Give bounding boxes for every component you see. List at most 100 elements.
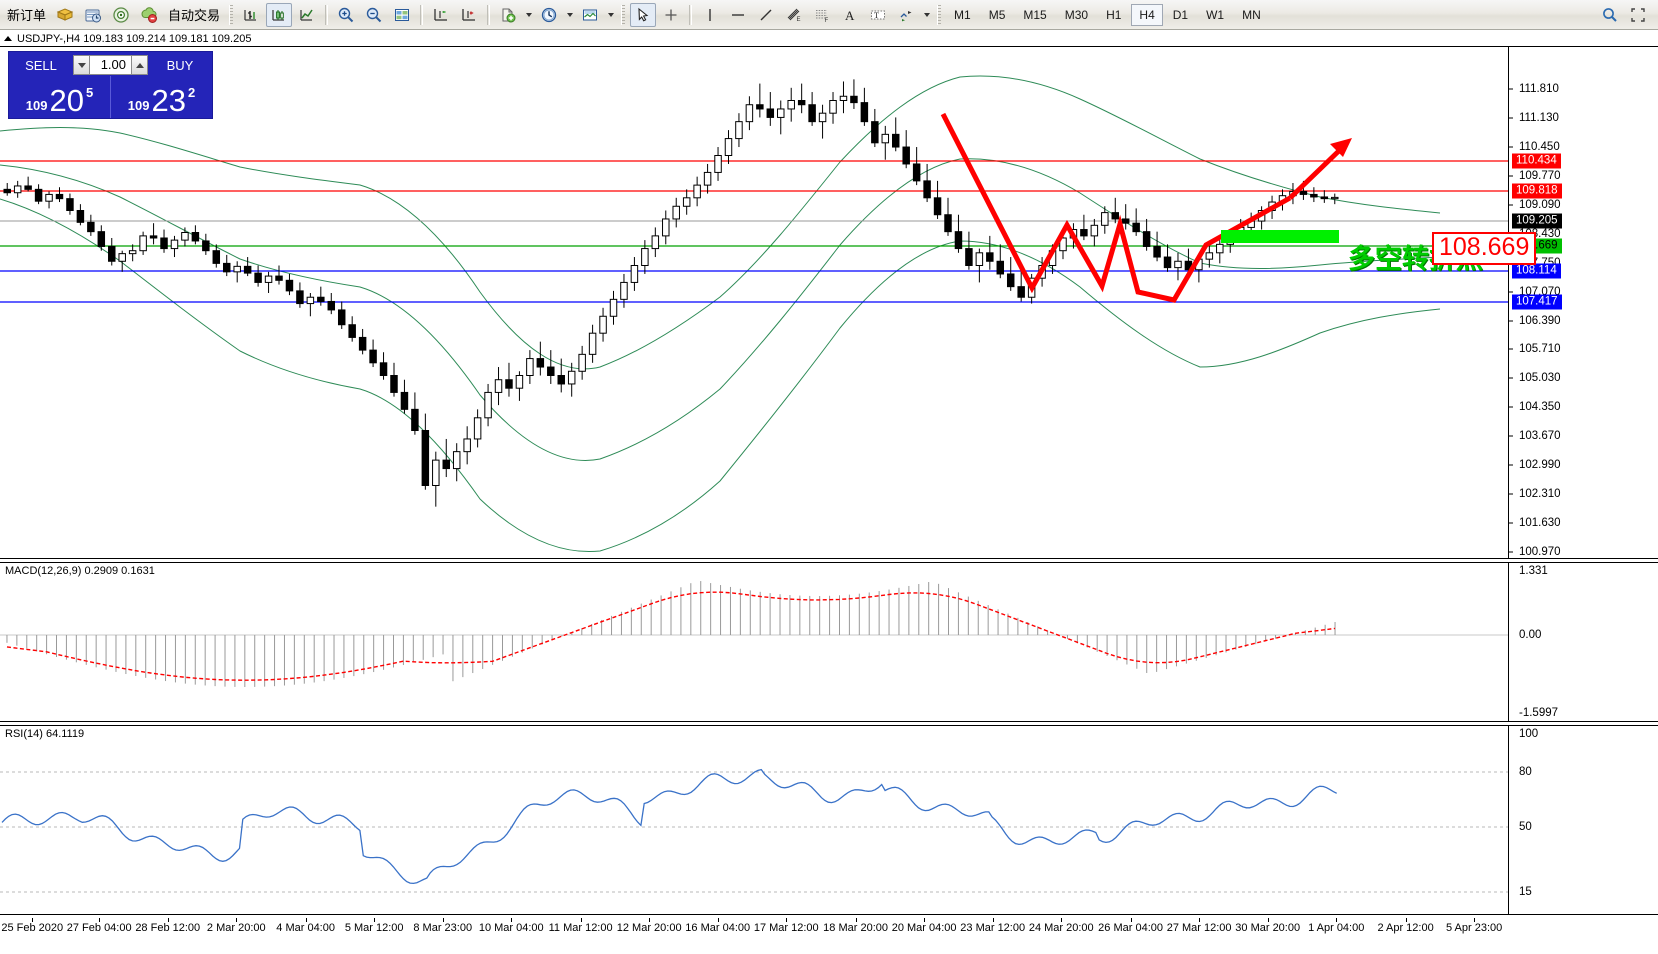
- time-axis-tick: [1405, 918, 1407, 922]
- candle-bullish: [1059, 237, 1067, 252]
- price-axis[interactable]: 111.810 111.130 110.450 109.770 109.090 108.4…: [1508, 47, 1658, 558]
- price-badge-resistance-1: 110.434: [1512, 153, 1561, 169]
- svg-text:F: F: [825, 18, 829, 24]
- toolbar-grip[interactable]: [229, 4, 234, 25]
- fibonacci-icon[interactable]: F: [809, 3, 835, 27]
- candle-bullish: [975, 252, 984, 267]
- candle-bearish: [547, 366, 555, 376]
- candle-bullish: [452, 451, 461, 470]
- volume-decrement-button[interactable]: [73, 55, 90, 75]
- time-axis-label: 5 Apr 23:00: [1445, 922, 1503, 934]
- trendline-icon[interactable]: [753, 3, 779, 27]
- candle-bearish: [505, 379, 513, 389]
- navigator-icon[interactable]: [108, 3, 134, 27]
- timeframe-m5[interactable]: M5: [988, 7, 1006, 22]
- sell-button-label[interactable]: SELL: [12, 55, 70, 76]
- templates-icon[interactable]: [577, 3, 603, 27]
- tile-windows-icon[interactable]: [389, 3, 415, 27]
- sell-price-major: 20: [49, 83, 84, 118]
- candle-bearish: [3, 188, 11, 194]
- fullscreen-icon[interactable]: [1625, 3, 1651, 27]
- crosshair-icon[interactable]: [658, 3, 684, 27]
- time-axis-tick: [511, 918, 513, 922]
- text-icon[interactable]: A: [837, 3, 863, 27]
- price-badge-current: 109.205: [1512, 213, 1562, 229]
- buy-button-label[interactable]: BUY: [151, 55, 209, 76]
- timeframe-m30[interactable]: M30: [1064, 7, 1089, 22]
- one-click-trading-panel[interactable]: SELL 1.00 BUY 109 20 5 109 23 2: [8, 51, 213, 119]
- add-indicator-icon[interactable]: [495, 3, 521, 27]
- zoom-out-icon[interactable]: [361, 3, 387, 27]
- sell-price-button[interactable]: 109 20 5: [9, 76, 110, 118]
- timeframe-w1[interactable]: W1: [1206, 7, 1225, 22]
- candlestick-chart-icon[interactable]: [266, 2, 293, 27]
- price-axis-label: 106.390: [1519, 314, 1561, 327]
- templates-dropdown[interactable]: [604, 3, 617, 27]
- rsi-plot-area[interactable]: [0, 726, 1508, 914]
- arrows-dropdown[interactable]: [920, 3, 933, 27]
- candle-bullish: [578, 353, 586, 372]
- market-watch-icon[interactable]: [80, 3, 106, 27]
- bar-chart-icon[interactable]: [238, 3, 264, 27]
- chart-title-bar: USDJPY-,H4 109.183 109.214 109.181 109.2…: [0, 31, 1658, 46]
- volume-input[interactable]: 1.00: [90, 55, 131, 75]
- time-axis-label: 18 Mar 20:00: [823, 922, 889, 934]
- macd-pane[interactable]: MACD(12,26,9) 0.2909 0.1631 1.331 0.00 -…: [0, 562, 1658, 722]
- toolbar-grip-2[interactable]: [621, 4, 626, 25]
- rsi-svg: [0, 768, 1508, 893]
- svg-text:A: A: [845, 8, 855, 23]
- time-axis-label: 10 Mar 04:00: [478, 922, 544, 934]
- price-axis-tick: [1509, 88, 1513, 90]
- price-plot-area[interactable]: 多空转折点: [0, 47, 1508, 558]
- add-indicator-dropdown[interactable]: [522, 3, 535, 27]
- price-badge-support-2: 107.417: [1512, 294, 1562, 310]
- volume-stepper[interactable]: 1.00: [73, 55, 148, 75]
- data-window-icon[interactable]: [428, 3, 454, 27]
- candle-bullish: [599, 315, 607, 334]
- time-axis-label: 2 Mar 20:00: [206, 922, 266, 934]
- candle-bearish: [24, 185, 32, 190]
- timeframe-m1[interactable]: M1: [954, 7, 971, 22]
- toolbar-separator-2: [420, 4, 424, 25]
- text-label-icon[interactable]: T: [865, 3, 891, 27]
- macd-plot-area[interactable]: [0, 563, 1508, 721]
- terminal-icon[interactable]: [136, 3, 162, 27]
- time-axis-tick: [786, 918, 788, 922]
- collapse-icon[interactable]: [4, 36, 12, 41]
- volume-increment-button[interactable]: [131, 55, 148, 75]
- vline-icon[interactable]: [697, 3, 723, 27]
- timeframe-d1[interactable]: D1: [1172, 7, 1189, 22]
- zoom-in-icon[interactable]: [333, 3, 359, 27]
- timeframe-mn[interactable]: MN: [1242, 7, 1261, 22]
- time-axis-label: 28 Feb 12:00: [135, 922, 201, 934]
- grid-icon[interactable]: [456, 3, 482, 27]
- candle-bullish: [703, 171, 712, 186]
- timeframe-h4[interactable]: H4: [1131, 3, 1163, 26]
- macd-axis[interactable]: 1.331 0.00 -1.5997: [1508, 563, 1658, 721]
- arrows-icon[interactable]: [893, 3, 919, 27]
- period-dropdown[interactable]: [563, 3, 576, 27]
- time-axis[interactable]: 25 Feb 2020 27 Feb 04:00 28 Feb 12:00 2 Mar…: [0, 918, 1658, 954]
- hline-icon[interactable]: [725, 3, 751, 27]
- candle-bearish: [212, 250, 221, 264]
- equidistant-channel-icon[interactable]: E: [781, 3, 807, 27]
- buy-price-button[interactable]: 109 23 2: [110, 76, 212, 118]
- new-order-button[interactable]: 新订单: [7, 8, 47, 23]
- candle-bullish: [306, 296, 315, 305]
- timeframe-h1[interactable]: H1: [1106, 7, 1122, 22]
- period-icon[interactable]: [536, 3, 562, 27]
- candle-bearish: [296, 290, 304, 305]
- price-chart-pane[interactable]: 多空转折点 111.810 111.130 110.450 109.770 109.09…: [0, 46, 1658, 559]
- rsi-axis[interactable]: 100 80 50 15: [1508, 726, 1658, 914]
- line-chart-icon[interactable]: [294, 3, 320, 27]
- toolbar-grip-3[interactable]: [937, 4, 942, 25]
- cursor-icon[interactable]: [630, 2, 657, 27]
- candle-bullish: [515, 375, 524, 389]
- candle-bullish: [818, 112, 827, 123]
- auto-trading-button[interactable]: 自动交易: [168, 8, 221, 23]
- rsi-pane[interactable]: RSI(14) 64.1119 100 80 50 15: [0, 725, 1658, 915]
- profiles-icon[interactable]: [52, 3, 78, 27]
- timeframe-m15[interactable]: M15: [1023, 7, 1047, 22]
- search-icon[interactable]: [1597, 3, 1623, 27]
- candle-bullish: [1205, 252, 1214, 260]
